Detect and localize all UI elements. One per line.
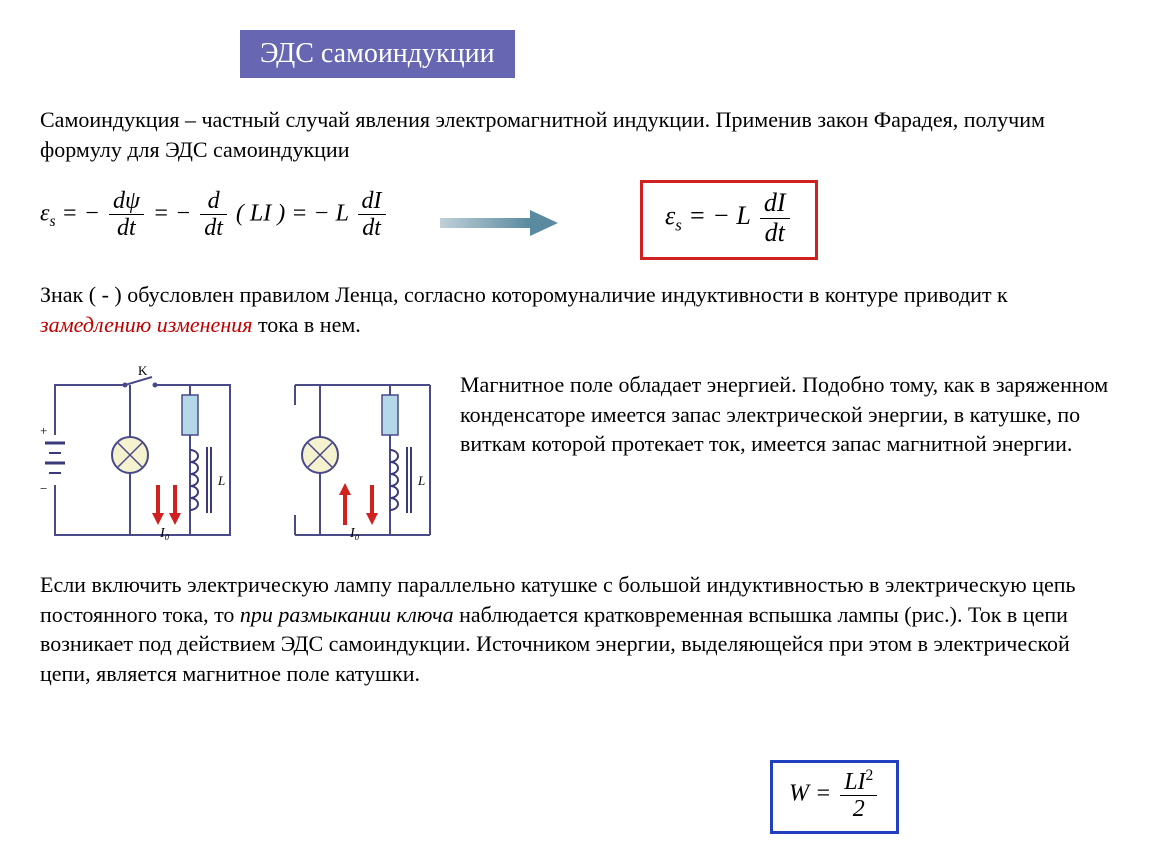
frac2-den: dt [200, 215, 227, 241]
label-plus: + [40, 423, 47, 438]
energy-lhs: W = [789, 780, 837, 806]
energy-num: LI2 [840, 767, 877, 796]
frac3-num: dI [358, 188, 386, 215]
energy-frac: LI2 2 [840, 767, 877, 823]
para2-b: тока в нем. [252, 312, 360, 337]
frac3-den: dt [358, 215, 386, 241]
label-minus: − [40, 481, 47, 496]
derivation-formula: εs = − dψ dt = − d dt ( LI ) = − L dI dt [40, 188, 389, 242]
energy-den: 2 [840, 796, 877, 822]
page-title: ЭДС самоиндукции [240, 30, 515, 78]
label-i0-2: I₀ [349, 526, 360, 541]
experiment-paragraph: Если включить электрическую лампу паралл… [40, 570, 1110, 689]
box-eps: ε [665, 201, 675, 230]
label-l1: L [217, 473, 225, 488]
frac1-den: dt [109, 215, 144, 241]
intro-paragraph: Самоиндукция – частный случай явления эл… [40, 105, 1100, 164]
box-eq: = − L [688, 201, 757, 230]
circuit-right: L I₀ [295, 385, 430, 541]
label-i0-1: I₀ [159, 526, 170, 541]
circuit-diagrams: K + − L I₀ [40, 365, 450, 566]
circuit-left: K + − L I₀ [40, 365, 230, 541]
lenz-paragraph: Знак ( - ) обусловлен правилом Ленца, со… [40, 280, 1100, 339]
box-eps-sub: s [675, 215, 682, 234]
eq2: = − [153, 200, 191, 226]
energy-paragraph: Магнитное поле обладает энергией. Подобн… [460, 370, 1110, 459]
frac-3: dI dt [358, 188, 386, 242]
frac2-num: d [200, 188, 227, 215]
frac1-num: dψ [109, 188, 144, 215]
li-term: ( LI ) = − L [236, 200, 355, 226]
para2-highlight: замедлению изменения [40, 312, 252, 337]
boxed-emf-formula: εs = − L dI dt [640, 180, 818, 260]
frac-1: dψ dt [109, 188, 144, 242]
para2-a: Знак ( - ) обусловлен правилом Ленца, со… [40, 282, 1008, 307]
box-frac: dI dt [760, 189, 790, 247]
right-arrow-icon [440, 208, 560, 244]
epsilon-sub: s [49, 213, 55, 230]
para4-italic: при размыкании ключа [240, 602, 454, 627]
boxed-energy-formula: W = LI2 2 [770, 760, 899, 834]
frac-2: d dt [200, 188, 227, 242]
label-k: K [138, 365, 148, 378]
eq1: = − [62, 200, 100, 226]
label-l2: L [417, 473, 425, 488]
box-den: dt [760, 219, 790, 248]
box-num: dI [760, 189, 790, 219]
